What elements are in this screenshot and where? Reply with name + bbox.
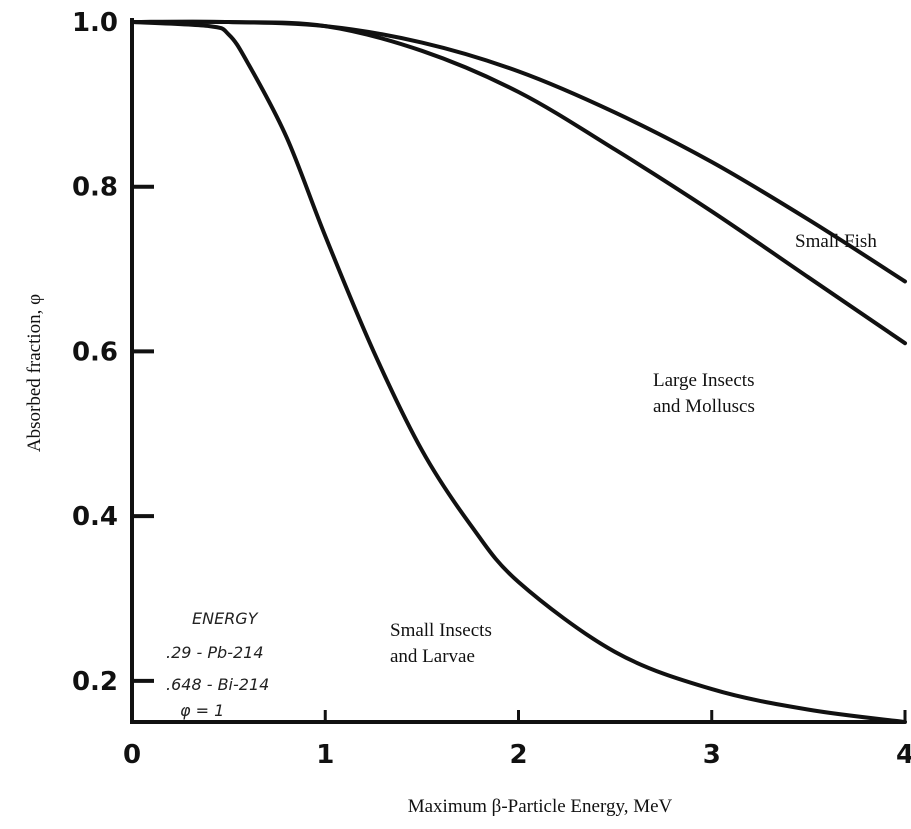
handwritten-note: ENERGY .29 - Pb-214 .648 - Bi-214 φ = 1 bbox=[166, 609, 269, 720]
axes: 0.2 0.4 0.6 0.8 1.0 0 1 2 3 4 bbox=[72, 8, 911, 770]
series-line bbox=[130, 20, 907, 724]
series-label: Large Insects bbox=[653, 370, 754, 391]
x-tick-label: 2 bbox=[509, 740, 527, 770]
x-tick-label: 4 bbox=[896, 740, 911, 770]
x-axis-title: Maximum β-Particle Energy, MeV bbox=[408, 796, 673, 817]
y-tick-label: 0.8 bbox=[72, 173, 118, 203]
y-axis-title: Absorbed fraction, φ bbox=[24, 294, 45, 452]
y-tick-label: 0.2 bbox=[72, 667, 118, 697]
series-label: and Larvae bbox=[390, 646, 475, 667]
note-line: .648 - Bi-214 bbox=[166, 675, 269, 694]
curves bbox=[130, 19, 907, 724]
y-tick-label: 0.4 bbox=[72, 502, 118, 532]
note-line: .29 - Pb-214 bbox=[166, 643, 264, 662]
note-line: ENERGY bbox=[192, 609, 259, 628]
series-line bbox=[130, 19, 907, 346]
y-tick-label: 0.6 bbox=[72, 337, 118, 367]
x-tick-label: 3 bbox=[703, 740, 721, 770]
note-line: φ = 1 bbox=[180, 701, 224, 720]
x-tick-label: 1 bbox=[316, 740, 334, 770]
labels: Small Fish Large Insects and Molluscs Small… bbox=[390, 231, 877, 667]
series-label: Small Fish bbox=[795, 231, 877, 252]
x-tick-label: 0 bbox=[123, 740, 141, 770]
series-label: Small Insects bbox=[390, 620, 492, 641]
series-label: and Molluscs bbox=[653, 396, 755, 417]
y-tick-label: 1.0 bbox=[72, 8, 118, 38]
